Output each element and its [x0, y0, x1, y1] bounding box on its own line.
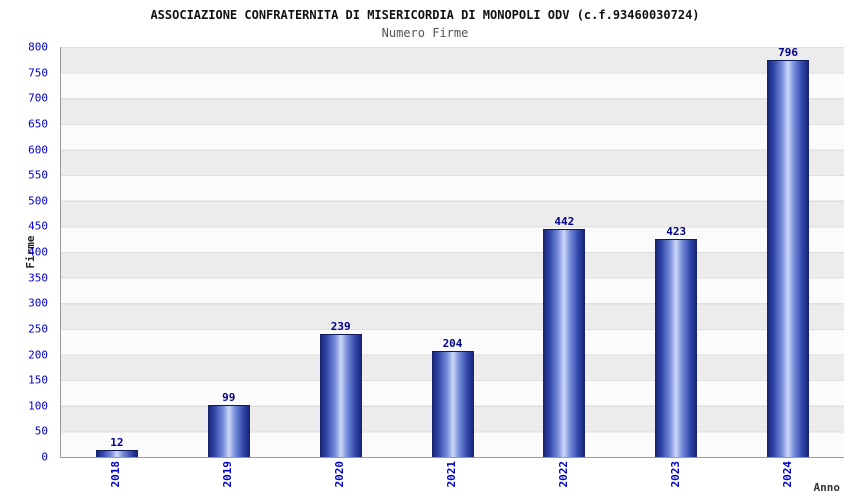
y-tick-label: 600: [28, 143, 48, 156]
bar-column: 99: [173, 47, 285, 457]
x-tick-label: 2019: [221, 461, 235, 488]
y-tick-label: 750: [28, 66, 48, 80]
y-tick-label: 200: [28, 348, 48, 361]
y-tick-label: 550: [28, 168, 48, 182]
x-tick-label: 2021: [445, 461, 458, 488]
bars-layer: 12 99 239 204 442 423 796: [61, 47, 844, 457]
bar-value-label: 12: [110, 435, 124, 449]
bar: [207, 405, 250, 457]
y-tick-label: 500: [28, 194, 48, 208]
plot-area: 12 99 239 204 442 423 796: [60, 47, 844, 458]
chart-title: ASSOCIAZIONE CONFRATERNITA DI MISERICORD…: [150, 8, 700, 22]
bar-value-label: 239: [330, 319, 351, 333]
y-tick-label: 0: [41, 450, 48, 464]
y-tick-label: 350: [28, 271, 48, 285]
y-tick-label: 650: [28, 117, 48, 131]
y-tick-label: 700: [28, 91, 48, 105]
bar-value-label: 204: [442, 337, 463, 351]
bar-column: 442: [508, 47, 620, 457]
x-label-cell: 2018: [60, 461, 172, 499]
x-axis-ticks: 2018 2019 2020 2021 2022 2023 2024: [60, 461, 843, 499]
x-label-cell: 2022: [507, 461, 619, 499]
x-label-cell: 2019: [172, 461, 284, 499]
x-tick-label: 2024: [780, 461, 794, 488]
y-tick-label: 300: [28, 296, 48, 310]
y-tick-label: 150: [28, 373, 48, 387]
bar: [319, 333, 362, 457]
bar-value-label: 423: [666, 225, 687, 239]
y-tick-label: 450: [28, 219, 48, 233]
bar-column: 12: [61, 47, 173, 457]
bar: [431, 351, 474, 457]
bar: [543, 229, 586, 457]
bar: [767, 60, 810, 457]
x-label-cell: 2021: [396, 461, 508, 499]
bar-value-label: 442: [554, 215, 575, 229]
x-label-cell: 2023: [619, 461, 731, 499]
bar-value-label: 99: [222, 391, 236, 405]
x-tick-label: 2022: [556, 461, 570, 488]
bar-value-label: 796: [778, 46, 799, 59]
bar: [95, 449, 138, 457]
bar-column: 204: [397, 47, 509, 457]
bar-column: 423: [620, 47, 732, 457]
y-tick-label: 800: [28, 40, 48, 54]
x-label-cell: 2020: [284, 461, 396, 499]
bar-column: 239: [285, 47, 397, 457]
x-tick-label: 2018: [109, 461, 123, 488]
y-tick-label: 100: [28, 399, 48, 413]
bar: [655, 239, 698, 457]
y-tick-label: 400: [28, 245, 48, 259]
bar-column: 796: [732, 47, 844, 457]
y-axis-ticks: 0 50 100 150 200 250 300 350 400 450 500 550 600 650 7…: [0, 42, 54, 463]
x-axis-label: Anno: [813, 481, 841, 494]
x-tick-label: 2023: [668, 461, 682, 488]
chart-subtitle: Numero Firme: [381, 26, 469, 40]
x-tick-label: 2020: [333, 461, 347, 488]
y-tick-label: 50: [34, 424, 48, 438]
y-tick-label: 250: [28, 322, 48, 336]
